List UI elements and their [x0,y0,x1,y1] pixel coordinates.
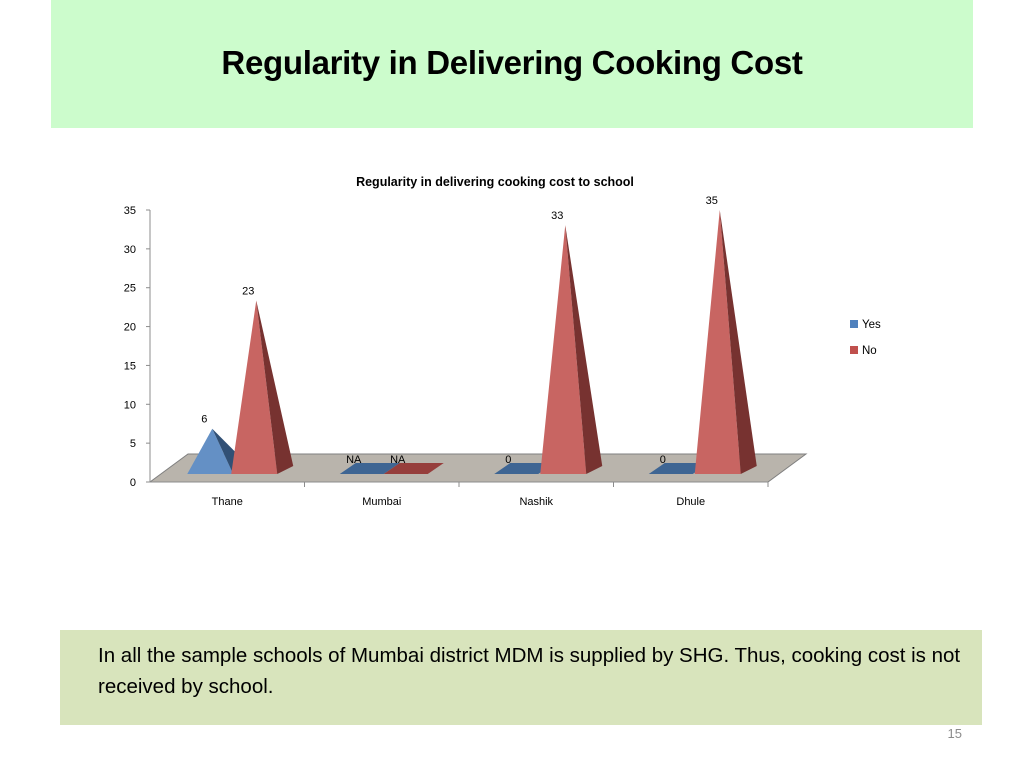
pyramid-side-no-dhule [719,210,757,474]
slide-number: 15 [947,726,962,741]
y-tick-label: 0 [130,477,136,489]
pyramid-side-no-nashik [565,225,603,474]
pyramid-no-dhule [694,210,741,474]
flat-base-yes-nashik [494,463,555,474]
y-tick-label: 30 [124,244,136,256]
note-text: In all the sample schools of Mumbai dist… [98,644,961,698]
flat-base-no-mumbai [383,463,444,474]
legend-swatch-yes [850,320,858,328]
data-label: 33 [551,210,563,222]
legend-label-no: No [862,345,877,357]
data-label: 35 [706,195,718,207]
legend-label-yes: Yes [862,319,881,331]
title-band: Regularity in Delivering Cooking Cost [51,0,973,128]
data-label: 6 [201,414,207,426]
legend-swatch-no [850,346,858,354]
y-tick-label: 10 [124,399,136,411]
data-label: 23 [242,286,254,298]
pyramid-side-no-thane [256,300,294,474]
y-tick-label: 25 [124,283,136,295]
y-tick-label: 15 [124,360,136,372]
flat-base-yes-mumbai [339,463,400,474]
x-tick-label: Nashik [519,496,553,508]
note-box: In all the sample schools of Mumbai dist… [60,630,982,725]
slide-title: Regularity in Delivering Cooking Cost [221,44,803,81]
y-tick-label: 35 [124,205,136,217]
y-tick-label: 20 [124,322,136,334]
x-tick-label: Thane [212,496,243,508]
pyramid-no-nashik [540,225,587,474]
pyramid-no-thane [231,300,278,474]
chart-area: Regularity in delivering cooking cost to… [80,160,920,530]
x-tick-label: Dhule [676,496,705,508]
data-label: 0 [660,454,666,466]
pyramid-chart: Regularity in delivering cooking cost to… [124,175,881,508]
data-label: NA [346,454,362,466]
x-tick-label: Mumbai [362,496,401,508]
data-label: 0 [505,454,511,466]
flat-base-yes-dhule [648,463,709,474]
chart-title: Regularity in delivering cooking cost to… [356,175,634,189]
pyramid-yes-thane [187,428,234,474]
data-label: NA [390,454,406,466]
y-tick-label: 5 [130,438,136,450]
